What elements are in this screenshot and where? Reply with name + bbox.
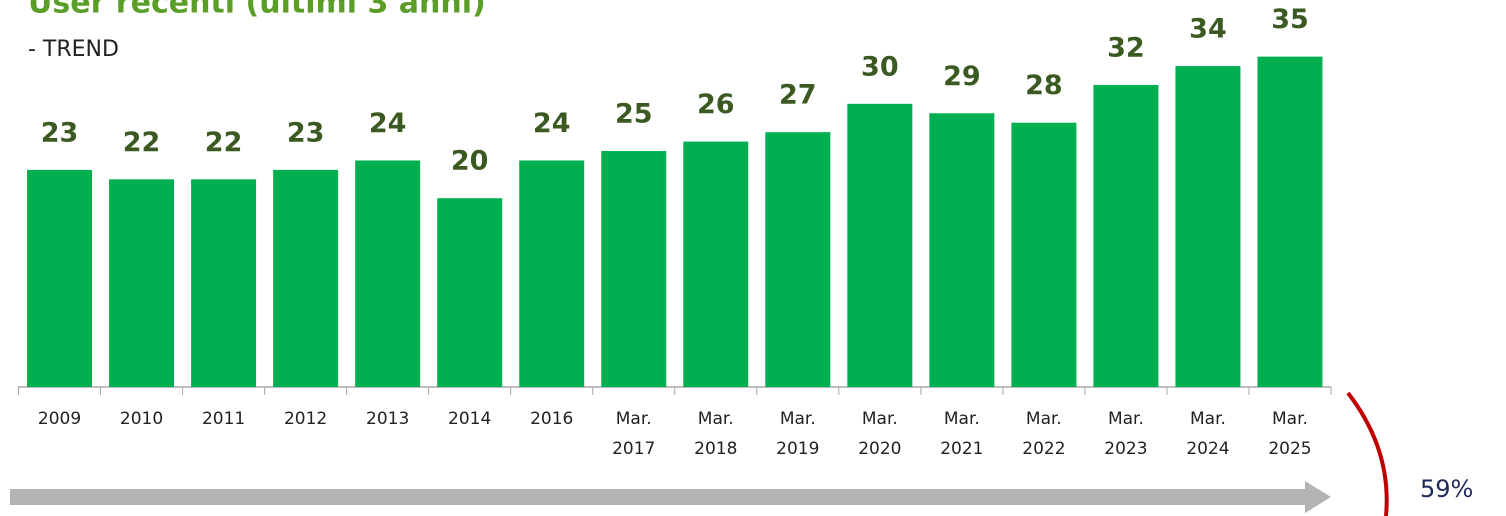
x-tick-label: Mar. 2021 [940, 409, 984, 459]
value-label: 22 [123, 127, 161, 158]
value-label: 27 [779, 80, 817, 111]
x-tick-label: 2009 [37, 409, 82, 429]
x-tick-label: Mar. 2025 [1268, 409, 1312, 459]
x-tick-label: 2016 [530, 409, 574, 429]
value-label: 23 [41, 117, 79, 148]
x-tick-label: Mar. 2023 [1104, 409, 1148, 459]
bar [109, 179, 175, 387]
x-tick-label: 2012 [283, 409, 328, 429]
trend-arrow [10, 481, 1331, 513]
x-tick-label: 2010 [119, 409, 164, 429]
bar [355, 160, 421, 387]
value-label: 30 [861, 51, 899, 82]
x-tick-label: 2011 [201, 409, 246, 429]
bar [437, 198, 503, 387]
x-tick-label: Mar. 2022 [1022, 409, 1066, 459]
bar [1093, 84, 1159, 387]
bar [1011, 122, 1077, 388]
x-tick-label: 2013 [366, 409, 410, 429]
x-tick-label: 2014 [448, 409, 492, 429]
value-label: 25 [615, 99, 653, 130]
value-label: 29 [943, 61, 981, 92]
value-label: 22 [205, 127, 243, 158]
x-tick-label: Mar. 2018 [694, 409, 738, 459]
value-label: 35 [1271, 4, 1309, 35]
chart-title: User recenti (ultimi 3 anni) [28, 0, 486, 21]
chart-subtitle: - TREND [28, 37, 119, 62]
bar [1175, 66, 1241, 387]
value-label: 24 [369, 108, 407, 139]
bar [847, 103, 913, 387]
x-tick-label: Mar. 2020 [858, 409, 902, 459]
bar [601, 151, 667, 387]
value-label: 23 [287, 117, 325, 148]
bar [929, 113, 995, 387]
x-tick-label: Mar. 2017 [612, 409, 656, 459]
value-label: 32 [1107, 32, 1145, 63]
bar [27, 169, 93, 387]
bar [765, 132, 831, 387]
value-label: 20 [451, 146, 489, 177]
value-label: 26 [697, 89, 735, 120]
bar [191, 179, 257, 387]
value-label: 28 [1025, 70, 1063, 101]
bracket [1346, 391, 1389, 516]
value-label: 34 [1189, 14, 1227, 45]
bar [683, 141, 749, 387]
annotation: 59% [1420, 475, 1473, 503]
x-tick-label: Mar. 2019 [776, 409, 820, 459]
bar [273, 169, 339, 387]
value-label: 24 [533, 108, 571, 139]
bar [519, 160, 585, 387]
x-tick-label: Mar. 2024 [1186, 409, 1230, 459]
bar [1257, 56, 1323, 387]
